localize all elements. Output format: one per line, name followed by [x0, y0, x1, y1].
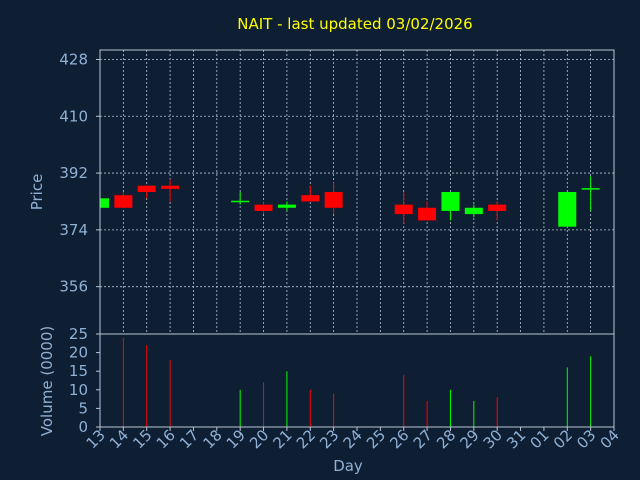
volume-y-tick-label: 15 [69, 362, 88, 380]
price-axis-label: Price [28, 174, 46, 211]
price-y-tick-label: 428 [59, 50, 88, 68]
candle-body [464, 207, 483, 215]
x-tick-label: 31 [503, 426, 529, 452]
x-tick-label: 29 [456, 426, 482, 452]
candle-body [488, 204, 507, 211]
x-tick-label: 27 [410, 426, 436, 452]
x-tick-label: 18 [199, 426, 225, 452]
candle-body [114, 195, 133, 208]
x-tick-label: 23 [316, 426, 342, 452]
x-tick-label: 17 [176, 426, 202, 452]
x-tick-label: 26 [386, 426, 412, 452]
candle-body [254, 204, 273, 211]
price-y-tick-label: 392 [59, 164, 88, 182]
candle-body [161, 185, 180, 189]
candle-body [301, 195, 320, 202]
x-tick-label: 14 [106, 426, 132, 452]
x-tick-label: 19 [223, 426, 249, 452]
x-tick-label: 28 [433, 426, 459, 452]
price-y-tick-label: 374 [59, 221, 88, 239]
x-tick-label: 04 [597, 426, 623, 452]
price-y-tick-label: 410 [59, 107, 88, 125]
candles-group [100, 176, 600, 227]
volume-y-tick-label: 25 [69, 325, 88, 343]
candle-body [324, 192, 343, 208]
x-axis-label: Day [333, 457, 363, 475]
candle-body [137, 185, 156, 192]
x-tick-label: 25 [363, 426, 389, 452]
candle-body [277, 204, 296, 208]
x-tick-label: 21 [270, 426, 296, 452]
x-tick-label: 15 [129, 426, 155, 452]
volume-y-tick-label: 20 [69, 344, 88, 362]
candle-body [558, 192, 577, 227]
axis-layer: 1314151617181920212223242526272829303101… [59, 49, 623, 452]
x-tick-label: 01 [527, 426, 553, 452]
x-tick-label: 02 [550, 426, 576, 452]
x-tick-label: 16 [153, 426, 179, 452]
volume-panel-frame [99, 333, 615, 428]
volume-y-tick-label: 5 [78, 399, 88, 417]
grid-layer [100, 50, 614, 334]
price-y-tick-label: 356 [59, 278, 88, 296]
candle-body [100, 198, 109, 208]
volume-y-tick-label: 10 [69, 381, 88, 399]
x-tick-label: 20 [246, 426, 272, 452]
candle-body [418, 207, 437, 221]
volume-axis-label: Volume (0000) [38, 326, 56, 436]
candle-body [394, 204, 413, 215]
candle-body [441, 192, 460, 211]
marks-layer [100, 176, 600, 427]
x-tick-label: 30 [480, 426, 506, 452]
volume-y-tick-label: 0 [78, 418, 88, 436]
x-tick-label: 24 [340, 426, 366, 452]
chart-title: NAIT - last updated 03/02/2026 [237, 15, 472, 33]
x-tick-label: 22 [293, 426, 319, 452]
x-tick-label: 03 [573, 426, 599, 452]
